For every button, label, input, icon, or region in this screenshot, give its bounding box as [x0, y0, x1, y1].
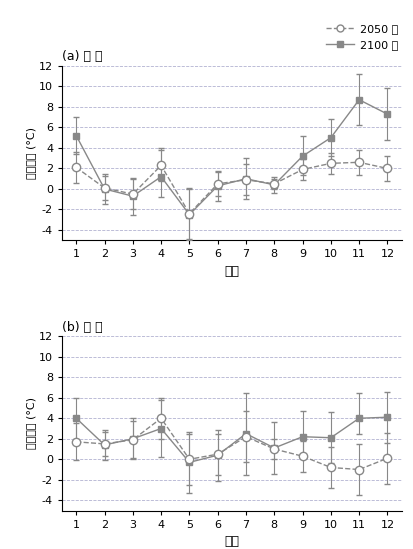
- Text: (b) 호 소: (b) 호 소: [62, 321, 102, 334]
- Legend: 2050 년, 2100 년: 2050 년, 2100 년: [323, 22, 399, 52]
- Y-axis label: 수온변화 (°C): 수온변화 (°C): [26, 397, 36, 450]
- X-axis label: 월별: 월별: [224, 535, 239, 548]
- Y-axis label: 수온변화 (°C): 수온변화 (°C): [26, 127, 36, 179]
- Text: (a) 하 천: (a) 하 천: [62, 51, 102, 63]
- X-axis label: 월별: 월별: [224, 265, 239, 278]
